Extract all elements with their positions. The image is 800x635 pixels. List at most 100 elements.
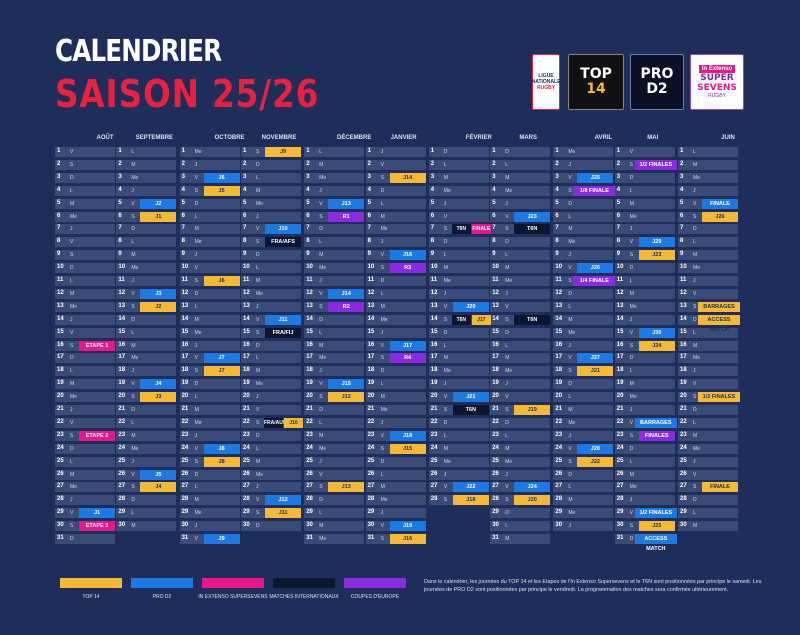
day-number: 26 [57, 470, 64, 477]
weekday-label: Me [70, 303, 77, 310]
day-row [490, 534, 551, 544]
weekday-label: M [629, 381, 634, 388]
day-row [553, 288, 614, 299]
day-number: 25 [616, 457, 624, 464]
day-number: 11 [181, 277, 188, 283]
day-number: 9 [243, 251, 247, 258]
weekday-label: D [629, 445, 634, 452]
event-top14: J6 [203, 276, 240, 286]
event-prod2: FINALE [702, 198, 738, 209]
day-number: 21 [306, 406, 313, 412]
day-row [614, 276, 675, 286]
day-row [179, 301, 240, 312]
day-row [490, 147, 551, 157]
day-number: 31 [57, 535, 64, 541]
day-row [490, 288, 551, 299]
day-row [241, 276, 301, 286]
day-number: 2 [243, 160, 247, 167]
weekday-label: L [131, 149, 135, 155]
day-number: 21 [555, 406, 563, 412]
weekday-label: J [319, 187, 322, 194]
day-number: 11 [492, 277, 499, 283]
day-number: 17 [243, 354, 250, 361]
day-number: 15 [492, 328, 499, 335]
day-row [241, 288, 301, 299]
day-number: 12 [430, 289, 438, 296]
weekday-label: J [194, 342, 198, 349]
event-top14: FINALE [702, 482, 738, 493]
day-row [553, 301, 614, 312]
event-super: ETAPE 3 [79, 521, 115, 532]
weekday-label: L [629, 187, 633, 194]
weekday-label: D [256, 252, 260, 259]
day-row [179, 314, 240, 325]
legend-swatch-prod2 [131, 578, 193, 588]
weekday-label: Me [443, 187, 451, 194]
weekday-label: D [629, 536, 634, 542]
day-number: 8 [367, 238, 371, 245]
day-number: 9 [616, 251, 621, 258]
day-number: 1 [367, 148, 371, 154]
day-row [116, 250, 177, 261]
day-number: 21 [118, 406, 126, 412]
day-number: 17 [680, 354, 687, 361]
day-row [428, 366, 489, 377]
event-prod2: J2 [140, 198, 177, 209]
day-number: 29 [118, 509, 126, 516]
day-row [365, 482, 426, 493]
day-number: 8 [243, 238, 247, 245]
day-number: 5 [616, 199, 621, 206]
weekday-label: J [194, 523, 198, 530]
weekday-label: S [693, 394, 697, 401]
event-coupe: 1/8 FINALE [573, 185, 616, 196]
day-number: 21 [367, 406, 375, 412]
weekday-label: Me [131, 174, 139, 181]
day-number: 13 [367, 302, 375, 309]
day-number: 17 [181, 354, 189, 361]
day-row [116, 353, 177, 364]
day-number: 25 [680, 457, 687, 464]
event-intl: FRA/AUS [264, 417, 287, 428]
weekday-label: M [194, 407, 199, 413]
weekday-label: L [443, 342, 447, 349]
weekday-label: L [70, 458, 73, 465]
day-number: 2 [555, 160, 559, 167]
weekday-label: Me [568, 329, 576, 336]
weekday-label: Me [194, 239, 202, 246]
day-row [365, 147, 426, 157]
day-number: 18 [616, 367, 624, 374]
day-number: 12 [616, 289, 624, 296]
day-row [678, 508, 738, 519]
day-row [55, 379, 115, 390]
day-number: 6 [492, 212, 496, 219]
weekday-label: S [380, 265, 384, 272]
month-header: AOÛT [96, 135, 114, 141]
weekday-label: V [568, 355, 572, 362]
weekday-label: V [70, 419, 74, 426]
day-number: 5 [306, 199, 310, 206]
day-row [365, 405, 426, 415]
day-number: 30 [243, 522, 250, 529]
day-number: 23 [492, 431, 499, 438]
day-row [553, 430, 614, 441]
day-number: 6 [181, 212, 185, 219]
day-number: 27 [367, 483, 375, 490]
weekday-label: S [70, 342, 74, 349]
day-number: 27 [57, 483, 64, 490]
weekday-label: J [256, 303, 259, 310]
day-number: 20 [430, 393, 438, 400]
weekday-label: J [380, 149, 384, 155]
day-row [116, 185, 177, 196]
day-number: 16 [492, 341, 499, 348]
day-number: 13 [306, 302, 313, 309]
day-number: 27 [118, 483, 126, 490]
day-row [428, 198, 489, 209]
weekday-label: V [194, 355, 198, 362]
weekday-label: J [443, 471, 447, 478]
day-number: 3 [181, 173, 185, 180]
day-number: 26 [181, 470, 189, 477]
page-subtitle: SAISON 25/26 [55, 72, 320, 116]
event-prod2: J10 [265, 224, 301, 235]
weekday-label: Me [256, 200, 263, 207]
day-number: 17 [367, 354, 375, 361]
